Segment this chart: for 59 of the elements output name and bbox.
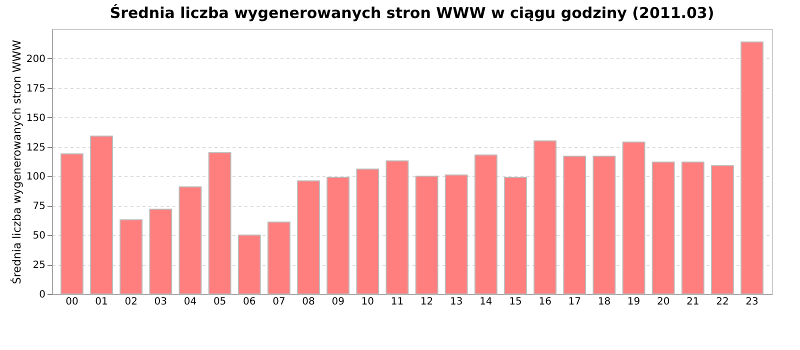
x-tick-label: 14 <box>480 296 492 308</box>
bar <box>386 160 409 294</box>
y-tick-label: 200 <box>26 54 46 65</box>
x-tick-label: 00 <box>66 296 78 308</box>
bar <box>474 154 498 294</box>
y-tick-label: 0 <box>39 290 46 300</box>
x-tick-label: 11 <box>390 296 404 308</box>
bar <box>504 176 527 294</box>
y-tick-label: 100 <box>26 172 46 183</box>
x-tick-label: 04 <box>184 296 197 308</box>
bar <box>60 153 84 294</box>
bar <box>356 168 380 294</box>
bar <box>563 156 586 294</box>
x-tick-label: 17 <box>568 296 581 308</box>
x-tick-label: 16 <box>538 296 552 308</box>
y-tick-label: 150 <box>26 112 46 124</box>
bar <box>534 140 557 294</box>
bar <box>444 174 468 294</box>
bar <box>208 152 232 294</box>
bar <box>238 234 261 294</box>
y-tick-label: 125 <box>26 142 46 154</box>
bar <box>681 162 704 294</box>
y-tick-label: 175 <box>26 83 46 94</box>
x-tick-label: 15 <box>509 296 522 308</box>
y-tick-label: 25 <box>32 260 46 272</box>
x-tick-label: 13 <box>450 296 463 308</box>
bar <box>267 222 290 294</box>
x-tick-label: 18 <box>598 296 611 308</box>
bar <box>415 176 438 294</box>
x-tick-label: 12 <box>420 296 434 308</box>
y-tick-label: 75 <box>32 201 46 212</box>
x-tick-label: 02 <box>124 296 138 308</box>
bar <box>326 176 350 294</box>
bar <box>149 208 172 294</box>
bar <box>297 180 320 294</box>
x-tick-label: 07 <box>272 296 286 308</box>
x-tick-label: 21 <box>686 296 700 308</box>
x-tick-label: 22 <box>716 296 729 308</box>
bar <box>592 156 616 294</box>
x-tick-label: 01 <box>95 296 108 308</box>
y-axis-title: Średnia liczba wygenerowanych stron WWW <box>9 40 24 284</box>
x-tick-label: 23 <box>746 296 758 308</box>
x-tick-label: 03 <box>154 296 168 308</box>
bar <box>178 186 202 294</box>
bar <box>120 219 143 294</box>
x-tick-label: 10 <box>361 296 374 308</box>
y-tick-label: 50 <box>32 230 46 242</box>
bar <box>90 136 113 294</box>
x-tick-label: 09 <box>332 296 344 308</box>
x-tick-label: 05 <box>213 296 226 308</box>
x-tick-label: 20 <box>656 296 670 308</box>
x-tick-label: 06 <box>243 296 256 308</box>
bar <box>652 162 675 294</box>
chart-title: Średnia liczba wygenerowanych stron WWW w ciągu godziny (2011.03) <box>110 4 714 22</box>
bar <box>711 165 734 294</box>
bar <box>740 41 764 294</box>
x-tick-label: 19 <box>627 296 640 308</box>
bar <box>622 142 646 294</box>
x-tick-label: 08 <box>302 296 315 308</box>
